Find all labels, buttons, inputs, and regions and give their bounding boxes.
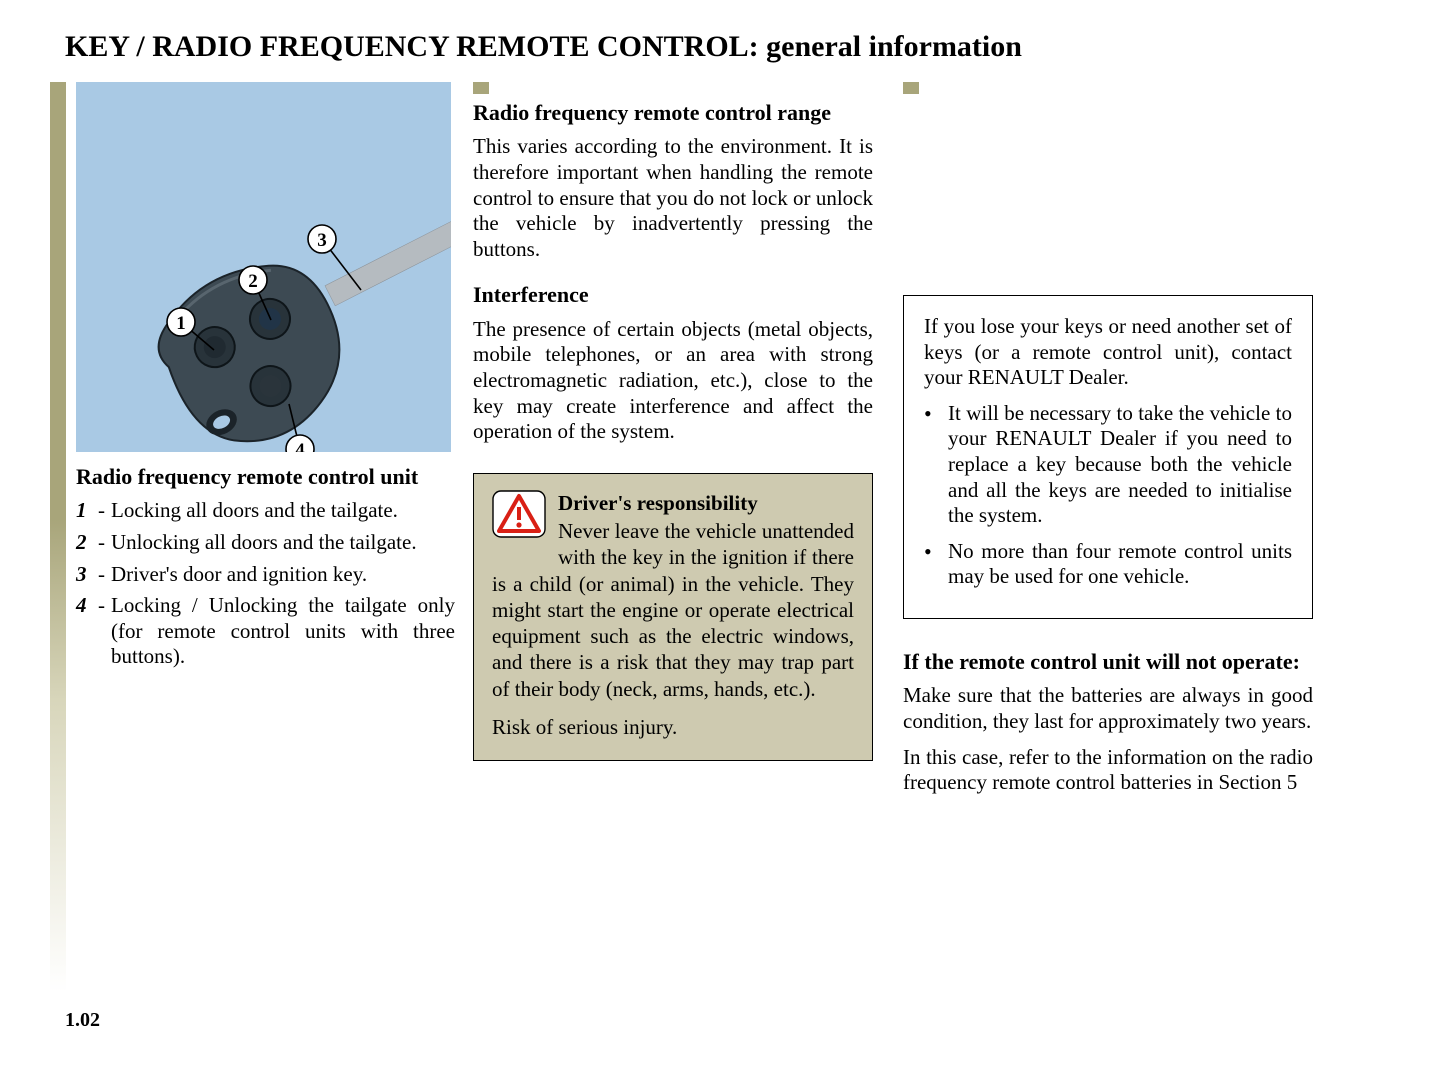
item-text: Locking all doors and the tailgate. (111, 498, 455, 524)
callout-1: 1 (176, 313, 186, 334)
info-box-list: •It will be necessary to take the vehicl… (924, 401, 1292, 590)
page-title: KEY / RADIO FREQUENCY REMOTE CONTROL: ge… (50, 30, 1395, 64)
dash: - (96, 530, 111, 556)
remote-unit-list: 1-Locking all doors and the tailgate. 2-… (76, 498, 455, 670)
warn-risk: Risk of serious injury. (492, 714, 854, 740)
dash: - (96, 562, 111, 588)
column-top-bar (903, 82, 919, 94)
item-text: No more than four remote control units m… (948, 539, 1292, 590)
column-2: Radio frequency remote control range Thi… (473, 82, 873, 992)
callout-4: 4 (295, 440, 305, 452)
key-figure: 1 2 3 4 (76, 82, 451, 452)
item-text: Driver's door and ignition key. (111, 562, 455, 588)
col2-heading-range: Radio frequency remote control range (473, 100, 873, 126)
col2-heading-interference: Interference (473, 282, 873, 308)
range-paragraph: This varies according to the environment… (473, 134, 873, 262)
item-number: 1 (76, 498, 96, 524)
operate-p2: In this case, refer to the information o… (903, 745, 1313, 796)
col3-heading-operate: If the remote control unit will not oper… (903, 649, 1313, 675)
list-item: 1-Locking all doors and the tailgate. (76, 498, 455, 524)
list-item: •No more than four remote control units … (924, 539, 1292, 590)
item-text: Unlocking all doors and the tailgate. (111, 530, 455, 556)
warn-body: Never leave the vehicle unattended with … (492, 518, 854, 702)
item-text: It will be necessary to take the vehicle… (948, 401, 1292, 529)
bullet: • (924, 539, 948, 590)
column-1: 1 2 3 4 Radio frequency remote control u… (50, 82, 455, 992)
warn-title: Driver's responsibility (492, 490, 854, 516)
col3-lower: If the remote control unit will not oper… (903, 649, 1313, 806)
info-box-intro: If you lose your keys or need another se… (924, 314, 1292, 391)
list-item: 2-Unlocking all doors and the tailgate. (76, 530, 455, 556)
callout-2: 2 (248, 271, 258, 292)
interference-paragraph: The presence of certain objects (metal o… (473, 317, 873, 445)
item-number: 4 (76, 593, 96, 670)
info-box: If you lose your keys or need another se… (903, 295, 1313, 619)
content-columns: 1 2 3 4 Radio frequency remote control u… (50, 82, 1395, 992)
warning-icon (492, 490, 546, 543)
item-text: Locking / Unlocking the tailgate only (f… (111, 593, 455, 670)
column-top-bar (473, 82, 489, 94)
key-illustration: 1 2 3 4 (76, 82, 451, 452)
callout-3: 3 (317, 230, 327, 251)
item-number: 2 (76, 530, 96, 556)
sidebar-stripe (50, 82, 66, 992)
col1-heading: Radio frequency remote control unit (76, 464, 455, 490)
operate-p1: Make sure that the batteries are always … (903, 683, 1313, 734)
dash: - (96, 593, 111, 670)
column-3: If you lose your keys or need another se… (903, 82, 1313, 992)
page-number: 1.02 (65, 1009, 100, 1032)
dash: - (96, 498, 111, 524)
item-number: 3 (76, 562, 96, 588)
list-item: 4-Locking / Unlocking the tailgate only … (76, 593, 455, 670)
warning-box: Driver's responsibility Never leave the … (473, 473, 873, 761)
bullet: • (924, 401, 948, 529)
list-item: •It will be necessary to take the vehicl… (924, 401, 1292, 529)
list-item: 3-Driver's door and ignition key. (76, 562, 455, 588)
